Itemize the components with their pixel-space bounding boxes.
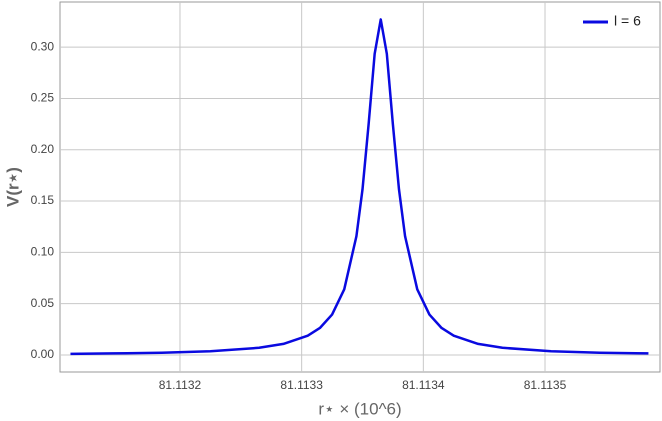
line-series [70,18,649,356]
x-tick-label: 81.1135 [524,378,567,392]
x-tick-label: 81.1132 [159,378,202,392]
y-tick-label: 0.30 [31,39,55,53]
plot-frame [59,1,661,373]
x-tick-label: 81.1133 [280,378,323,392]
y-tick-label: 0.05 [31,296,55,310]
y-axis-title: V(r⋆) [3,167,22,207]
y-tick-label: 0.00 [31,347,55,361]
x-axis-title: r⋆ × (10^6) [318,399,401,418]
y-tick-label: 0.20 [31,142,55,156]
y-tick-label: 0.15 [31,193,55,207]
legend-label: l = 6 [614,13,641,29]
y-tick-label: 0.10 [31,245,55,259]
x-tick-label: 81.1134 [402,378,445,392]
y-tick-label: 0.25 [31,91,55,105]
